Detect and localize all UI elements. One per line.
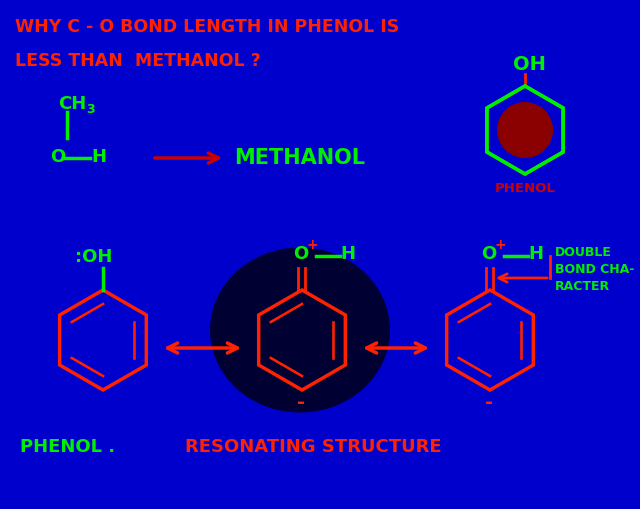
Text: +: +: [307, 238, 319, 252]
Text: H: H: [91, 148, 106, 166]
Text: OH: OH: [513, 55, 546, 74]
Text: CH: CH: [58, 95, 86, 113]
Text: PHENOL .: PHENOL .: [20, 438, 115, 456]
Text: METHANOL: METHANOL: [234, 148, 365, 168]
Text: O: O: [293, 245, 308, 263]
Text: PHENOL: PHENOL: [495, 182, 556, 195]
Text: :OH: :OH: [75, 248, 113, 266]
Text: H: H: [528, 245, 543, 263]
Text: RESONATING STRUCTURE: RESONATING STRUCTURE: [185, 438, 442, 456]
Text: O: O: [50, 148, 65, 166]
Text: +: +: [495, 238, 507, 252]
Ellipse shape: [210, 247, 390, 412]
Text: DOUBLE
BOND CHA-
RACTER: DOUBLE BOND CHA- RACTER: [555, 246, 634, 293]
Text: -: -: [485, 393, 493, 412]
Text: LESS THAN  METHANOL ?: LESS THAN METHANOL ?: [15, 52, 260, 70]
Text: WHY C - O BOND LENGTH IN PHENOL IS: WHY C - O BOND LENGTH IN PHENOL IS: [15, 18, 399, 36]
Circle shape: [498, 103, 552, 157]
Text: 3: 3: [86, 103, 95, 116]
Text: H: H: [340, 245, 355, 263]
Text: O: O: [481, 245, 496, 263]
Text: -: -: [297, 393, 305, 412]
